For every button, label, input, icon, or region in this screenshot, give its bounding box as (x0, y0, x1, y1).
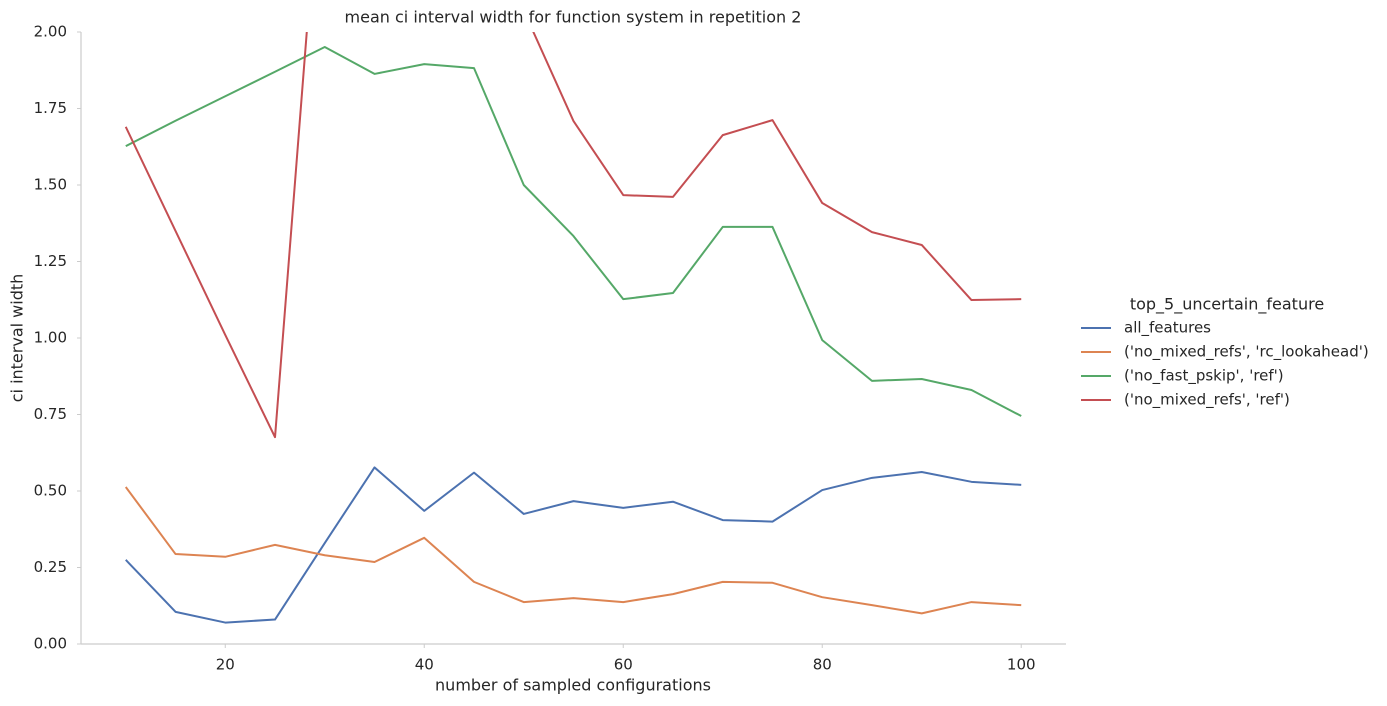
x-tick-label: 100 (1007, 656, 1036, 674)
y-tick-label: 1.00 (34, 329, 67, 347)
y-tick-label: 2.00 (34, 23, 67, 41)
y-tick-label: 0.50 (34, 482, 67, 500)
legend-label: ('no_mixed_refs', 'ref') (1124, 391, 1290, 410)
x-tick-label: 20 (216, 656, 235, 674)
legend-title: top_5_uncertain_feature (1130, 295, 1324, 315)
legend-label: all_features (1124, 319, 1211, 338)
y-tick-label: 1.25 (34, 252, 67, 270)
series-line (124, 486, 1022, 615)
chart-title: mean ci interval width for function syst… (345, 8, 802, 27)
series-line (125, 45, 1022, 417)
legend-label: ('no_mixed_refs', 'rc_lookahead') (1124, 343, 1369, 362)
y-tick-label: 0.25 (34, 558, 67, 576)
y-tick-label: 1.50 (34, 176, 67, 194)
y-tick-label: 1.75 (34, 99, 67, 117)
x-tick-label: 40 (415, 656, 434, 674)
y-tick-label: 0.75 (34, 405, 67, 423)
x-tick-label: 80 (813, 656, 832, 674)
x-tick-label: 60 (614, 656, 633, 674)
plot-area (124, 32, 1022, 624)
y-tick-label: 0.00 (34, 635, 67, 653)
x-axis-label: number of sampled configurations (435, 676, 711, 695)
series-line (125, 466, 1022, 624)
series-line (124, 32, 1022, 439)
legend-label: ('no_fast_pskip', 'ref') (1124, 367, 1284, 386)
y-axis-label: ci interval width (8, 274, 27, 403)
